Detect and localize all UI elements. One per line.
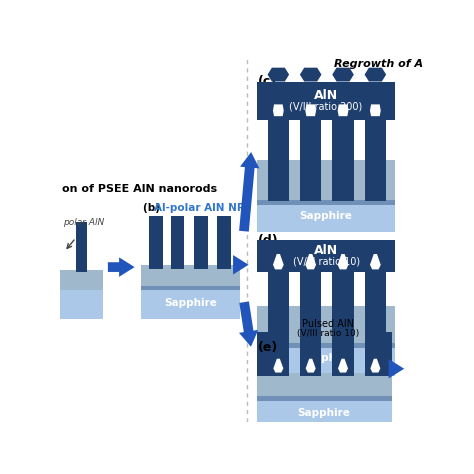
Bar (257, 394, 392, 401)
Polygon shape (273, 254, 284, 269)
Text: Regrowth of A: Regrowth of A (334, 59, 423, 69)
Bar (194, 216, 208, 269)
Text: polar AlN: polar AlN (63, 218, 104, 227)
Bar (365, 269, 386, 343)
Polygon shape (305, 254, 316, 269)
Bar (257, 373, 392, 396)
Text: (V/III ratio 10): (V/III ratio 10) (297, 329, 359, 338)
Bar (257, 160, 395, 200)
Polygon shape (338, 359, 348, 373)
Polygon shape (365, 68, 386, 82)
Bar (257, 82, 395, 120)
Text: (V/III ratio 10): (V/III ratio 10) (292, 257, 360, 267)
Bar (332, 116, 354, 201)
Polygon shape (332, 68, 354, 82)
Text: (e): (e) (258, 341, 279, 354)
Text: AlN: AlN (314, 89, 338, 102)
Text: on of PSEE AlN nanorods: on of PSEE AlN nanorods (62, 184, 217, 194)
Bar (149, 216, 163, 269)
Bar (257, 199, 395, 205)
Bar (257, 240, 395, 273)
Bar (300, 116, 321, 201)
Text: (b): (b) (143, 203, 164, 213)
Text: Sapphire: Sapphire (298, 409, 351, 419)
Bar (300, 332, 321, 376)
Bar (171, 216, 184, 269)
Text: Pulsed AlN: Pulsed AlN (302, 319, 354, 328)
Bar (61, 270, 103, 290)
Bar (61, 288, 103, 319)
Polygon shape (273, 359, 283, 373)
Bar (141, 284, 240, 290)
Text: Sapphire: Sapphire (300, 211, 353, 221)
Polygon shape (370, 104, 381, 116)
Polygon shape (273, 104, 284, 116)
Text: Sapphire: Sapphire (300, 353, 353, 363)
Bar (141, 288, 240, 319)
Bar (217, 216, 231, 269)
Text: (d): (d) (258, 234, 279, 247)
Bar (332, 269, 354, 343)
Polygon shape (370, 254, 381, 269)
Bar (267, 116, 289, 201)
Bar (267, 269, 289, 343)
Bar (381, 332, 392, 376)
Polygon shape (337, 104, 348, 116)
Bar (257, 340, 395, 348)
Bar (257, 332, 267, 376)
Bar (267, 332, 289, 376)
Polygon shape (306, 359, 316, 373)
Text: (c): (c) (258, 75, 277, 88)
Bar (300, 269, 321, 343)
Bar (365, 332, 386, 376)
Bar (332, 332, 354, 376)
Text: (V/III ratio 300): (V/III ratio 300) (290, 101, 363, 111)
Text: Sapphire: Sapphire (164, 298, 217, 308)
Polygon shape (370, 359, 380, 373)
Bar (257, 400, 392, 427)
Bar (257, 306, 395, 343)
Bar (76, 222, 87, 273)
Text: AlN: AlN (314, 245, 338, 257)
Bar (257, 346, 395, 376)
Bar (257, 203, 395, 232)
Text: Al-polar AlN NRs: Al-polar AlN NRs (154, 203, 251, 213)
Polygon shape (337, 254, 348, 269)
Bar (141, 265, 240, 286)
Polygon shape (267, 68, 289, 82)
Polygon shape (305, 104, 316, 116)
Polygon shape (300, 68, 321, 82)
Bar (365, 116, 386, 201)
